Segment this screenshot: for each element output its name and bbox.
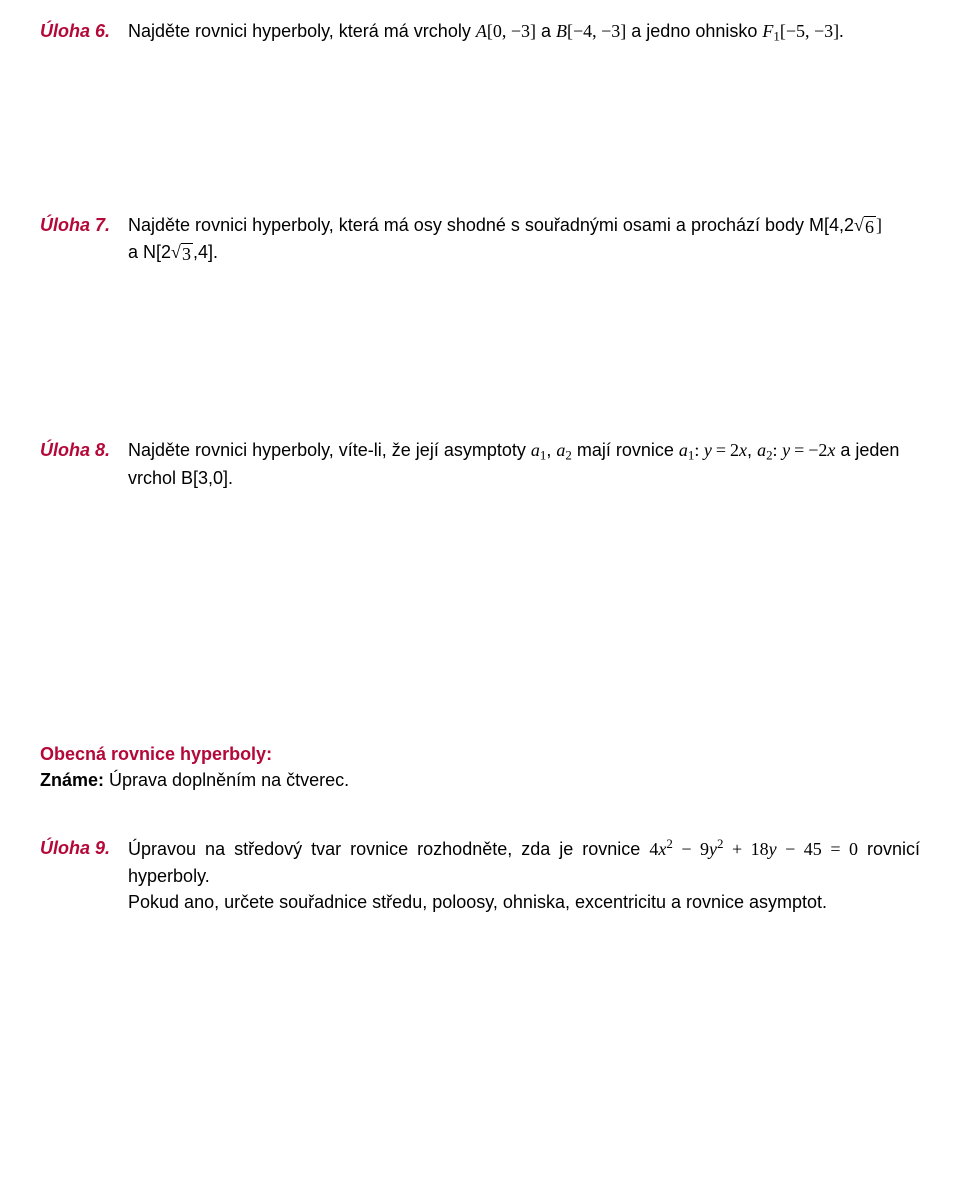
- p6-F: F: [762, 21, 773, 41]
- p7-sqrt6-rad: 6: [864, 216, 876, 238]
- p6-a-conj-1: a: [536, 21, 556, 41]
- problem-9-label: Úloha 9.: [40, 835, 128, 861]
- p6-F-coords: [−5, −3].: [780, 21, 844, 41]
- p8-m2: −2: [808, 440, 827, 460]
- spacer-2: [40, 265, 920, 437]
- section-known: Známe: Úprava doplněním na čtverec.: [40, 767, 920, 793]
- p6-A-coords: [0, −3]: [487, 21, 536, 41]
- section-block: Obecná rovnice hyperboly: Známe: Úprava …: [40, 741, 920, 793]
- p8-text-1: Najděte rovnici hyperboly, víte-li, že j…: [128, 440, 531, 460]
- p8-y1: y: [704, 440, 712, 460]
- p8-x1: x: [739, 440, 747, 460]
- p7-line2a: a N[2: [128, 242, 171, 262]
- p8-y2: y: [782, 440, 790, 460]
- problem-6-label: Úloha 6.: [40, 18, 128, 44]
- problem-9-body: Úpravou na středový tvar rovnice rozhodn…: [128, 835, 920, 914]
- p8-a1: a: [679, 440, 688, 460]
- p6-A: A: [476, 21, 487, 41]
- p8-2-1: 2: [730, 440, 739, 460]
- p8-text-3: a jeden: [835, 440, 899, 460]
- p7-line2b: ,4].: [193, 242, 218, 262]
- problem-7-body: Najděte rovnici hyperboly, která má osy …: [128, 212, 920, 264]
- p9-eq: =: [822, 839, 849, 859]
- p8-eq-2: =: [790, 440, 808, 460]
- spacer-4: [40, 793, 920, 835]
- problem-8-body: Najděte rovnici hyperboly, víte-li, že j…: [128, 437, 920, 492]
- p6-B-coords: [−4, −3]: [567, 21, 626, 41]
- p9-4: 4: [649, 839, 658, 859]
- p7-text-1: Najděte rovnici hyperboly, která má osy …: [128, 215, 854, 235]
- p8-a2: a: [757, 440, 766, 460]
- p8-comma-1: ,: [546, 440, 556, 460]
- p9-line2: Pokud ano, určete souřadnice středu, pol…: [128, 892, 827, 912]
- p6-text-2: a jedno ohnisko: [626, 21, 762, 41]
- p8-colon-2: :: [773, 440, 783, 460]
- problem-6: Úloha 6. Najděte rovnici hyperboly, kter…: [40, 18, 920, 46]
- p6-text-1: Najděte rovnici hyperboly, která má vrch…: [128, 21, 476, 41]
- spacer-1: [40, 46, 920, 212]
- problem-7: Úloha 7. Najděte rovnici hyperboly, kter…: [40, 212, 920, 264]
- problem-6-body: Najděte rovnici hyperboly, která má vrch…: [128, 18, 920, 46]
- spacer-3: [40, 491, 920, 741]
- page: Úloha 6. Najděte rovnici hyperboly, kter…: [0, 0, 960, 955]
- problem-9: Úloha 9. Úpravou na středový tvar rovnic…: [40, 835, 920, 914]
- p7-sqrt6: √6: [854, 216, 876, 238]
- p8-eq-1: =: [712, 440, 730, 460]
- problem-8: Úloha 8. Najděte rovnici hyperboly, víte…: [40, 437, 920, 492]
- p8-text-2: mají rovnice: [572, 440, 679, 460]
- p9-m45: − 45: [777, 839, 822, 859]
- known-label: Známe:: [40, 770, 104, 790]
- p9-p18: + 18: [723, 839, 768, 859]
- p7-sqrt3: √3: [171, 243, 193, 265]
- p9-m9: − 9: [673, 839, 709, 859]
- p9-text-1: Úpravou na středový tvar rovnice rozhodn…: [128, 839, 649, 859]
- p8-colon-1: :: [694, 440, 704, 460]
- p8-a-sym-1: a: [531, 440, 540, 460]
- p6-B: B: [556, 21, 567, 41]
- p9-zero: 0: [849, 839, 858, 859]
- p7-closebr: ]: [876, 215, 882, 235]
- p8-a-sym-2: a: [556, 440, 565, 460]
- p9-yb: y: [769, 839, 777, 859]
- p9-y: y: [709, 839, 717, 859]
- p7-sqrt3-rad: 3: [181, 243, 193, 265]
- p8-comma-2: ,: [747, 440, 757, 460]
- problem-8-label: Úloha 8.: [40, 437, 128, 463]
- known-text: Úprava doplněním na čtverec.: [104, 770, 349, 790]
- p8-line2: vrchol B[3,0].: [128, 468, 233, 488]
- section-title: Obecná rovnice hyperboly:: [40, 741, 920, 767]
- problem-7-label: Úloha 7.: [40, 212, 128, 238]
